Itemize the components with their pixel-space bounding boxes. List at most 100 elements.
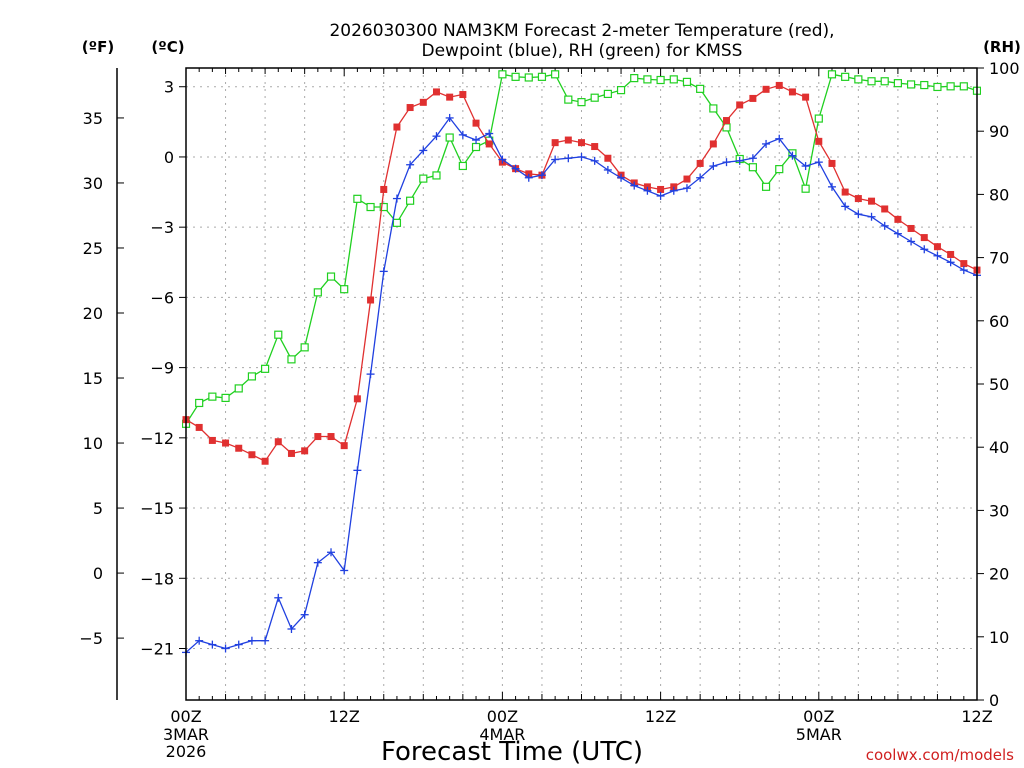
dewpoint-point [643,186,652,195]
rh-point [616,86,626,95]
credit-text: coolwx.com/models [866,746,1014,764]
temperature-point [657,185,665,193]
dewpoint-point [300,610,309,619]
temperature-point [578,139,585,147]
rh-point [801,184,810,193]
rh-point [814,114,823,123]
dewpoint-point [933,251,942,260]
temperature-point [696,159,704,167]
x-tick-date-label: 5MAR [796,725,842,744]
rh-point [551,70,560,79]
dewpoint-point [603,165,612,174]
rh-point [300,343,309,352]
temperature-point [815,137,823,145]
temperature-point [723,117,731,125]
rh-point [630,74,639,83]
rh-point [893,79,903,88]
rh-point [669,75,678,84]
dewpoint-point [221,644,230,653]
celsius-tick-label: 0 [164,148,174,167]
celsius-tick-label: −3 [150,218,174,237]
dewpoint-point [762,139,771,148]
dewpoint-point [617,173,626,182]
x-tick-label: 12Z [645,707,676,726]
rh-point [603,89,612,99]
temperature-point [446,93,454,101]
temperature-point [604,154,612,162]
dewpoint-point [893,229,902,238]
dewpoint-point [261,636,270,645]
dewpoint-point [959,266,968,275]
fahrenheit-tick-label: 10 [83,434,103,453]
dewpoint-point [445,113,454,122]
rh-point [709,104,718,113]
dewpoint-point [814,158,823,167]
temperature-point [933,243,941,251]
dewpoint-point [313,558,322,567]
rh-point [379,202,388,212]
rh-point [419,174,428,183]
rh-point [287,355,296,364]
rh-point [643,75,652,84]
rh-tick-label: 80 [989,185,1009,204]
rh-point [920,80,929,90]
unit-label-celsius: (ºC) [151,38,184,56]
axis-ticks: 30−3−6−9−12−15−18−2135302520151050−50102… [79,59,1019,761]
rh-point [445,133,454,142]
x-axis-title: Forecast Time (UTC) [381,737,643,767]
dewpoint-point [432,132,441,141]
celsius-tick-label: −6 [150,288,174,307]
rh-point [471,142,481,152]
rh-point [234,384,243,393]
temperature-series [182,81,981,465]
dewpoint-point [208,640,217,649]
fahrenheit-tick-label: 5 [93,499,103,518]
temperature-point [301,447,309,455]
dewpoint-point [485,129,494,138]
chart-title-line1: 2026030300 NAM3KM Forecast 2-meter Tempe… [329,21,834,41]
x-tick-label: 00Z [170,707,201,726]
rh-line [185,73,978,425]
dewpoint-point [920,245,929,254]
dewpoint-series [182,113,981,657]
dewpoint-point [880,221,889,230]
temperature-point [208,436,216,444]
dewpoint-point [709,162,718,171]
chart-title-line2: Dewpoint (blue), RH (green) for KMSS [422,41,743,61]
temperature-point [788,88,796,96]
fahrenheit-tick-label: 30 [83,174,103,193]
temperature-point [393,123,401,131]
dewpoint-point [366,370,375,379]
temperature-point [459,91,467,99]
dewpoint-point [195,636,204,645]
rh-tick-label: 20 [989,565,1009,584]
rh-point [392,218,402,227]
plot-frame [185,67,978,701]
temperature-point [419,98,427,106]
rh-tick-label: 90 [989,122,1009,141]
rh-point [656,75,665,85]
fahrenheit-tick-label: 20 [83,304,103,323]
rh-tick-label: 70 [989,249,1009,268]
rh-point [366,202,375,212]
rh-point [208,392,217,401]
temperature-point [406,104,414,112]
rh-tick-label: 40 [989,438,1009,457]
temperature-point [854,195,862,203]
x-tick-date-label: 3MAR [163,725,209,744]
fahrenheit-tick-label: 15 [83,369,103,388]
rh-tick-label: 30 [989,501,1009,520]
grid-lines [186,68,977,700]
rh-point [696,84,705,93]
dewpoint-point [247,636,256,645]
rh-point [274,330,283,339]
rh-point [195,398,204,408]
rh-point [946,82,955,91]
dewpoint-point [827,182,836,191]
rh-point [313,288,322,297]
rh-point [867,77,876,86]
temperature-point [551,139,559,147]
rh-point [221,393,230,403]
dewpoint-point [458,130,467,139]
